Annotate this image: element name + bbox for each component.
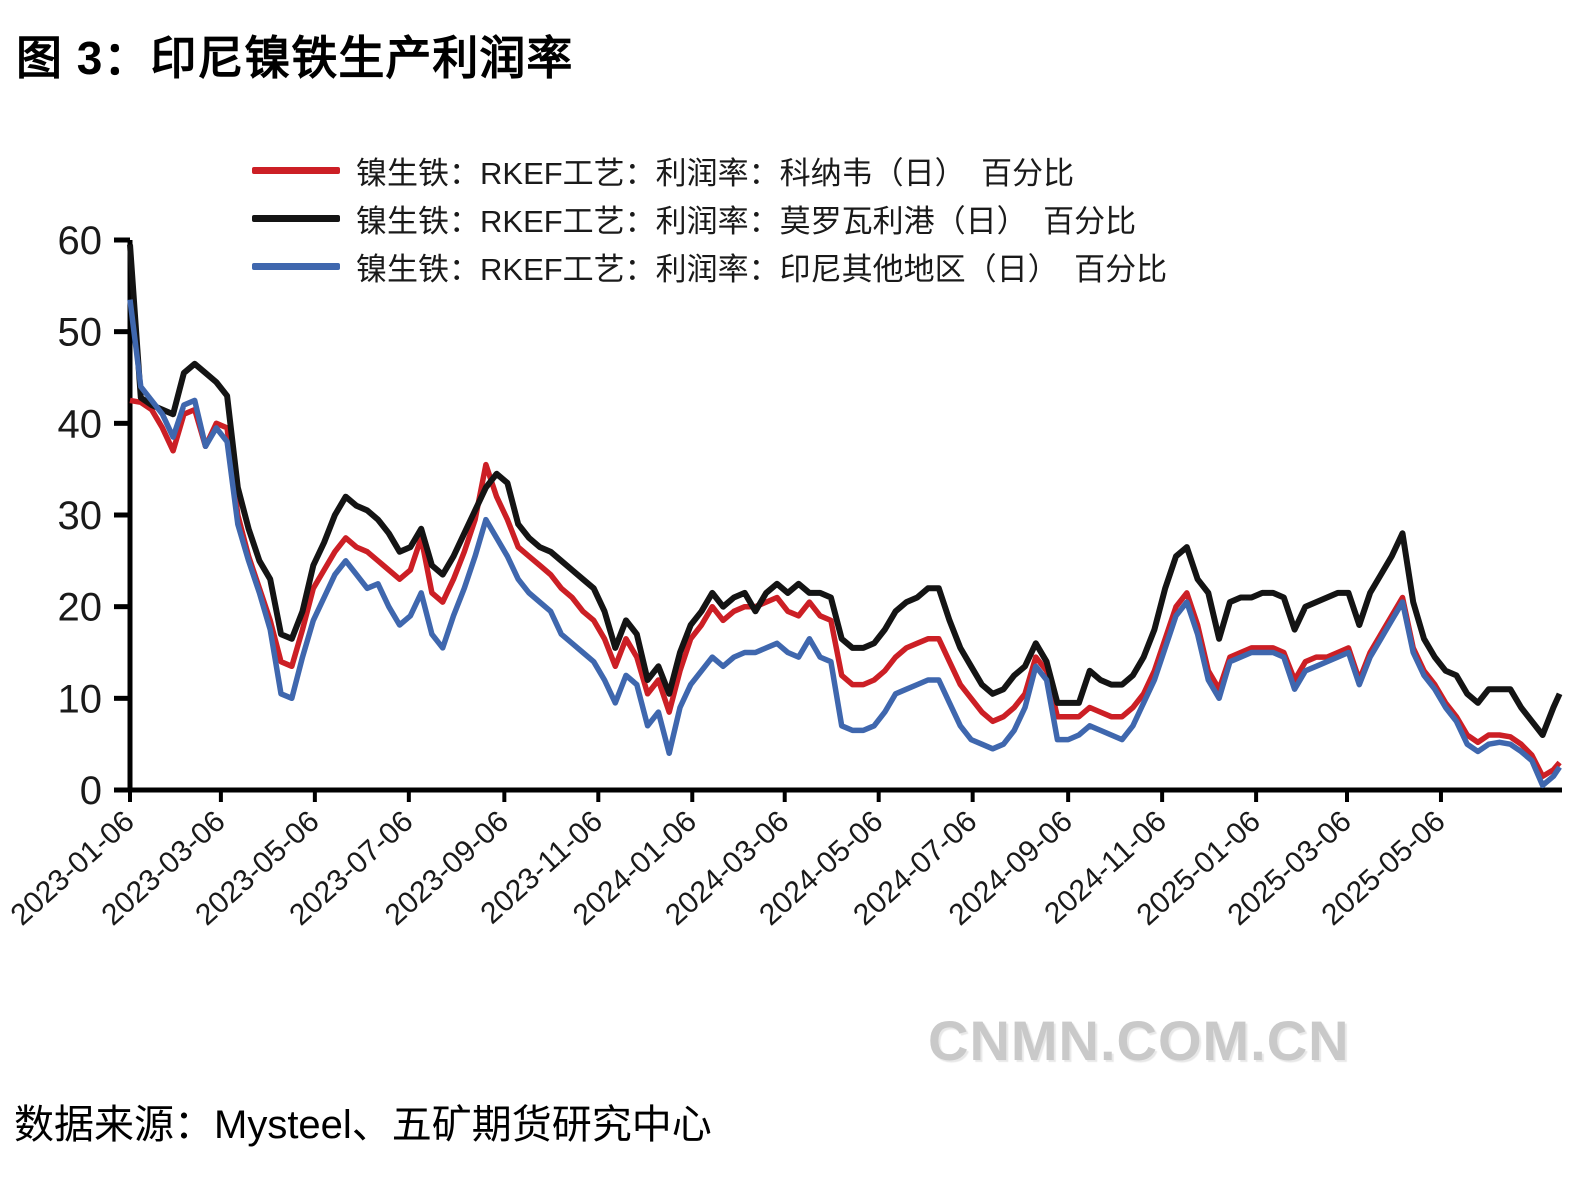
axis-lines — [127, 240, 1562, 793]
series-line-morowali-black — [127, 244, 1563, 738]
y-axis-tick-label: 50 — [58, 311, 103, 355]
series-line-kenawei-red — [129, 397, 1562, 780]
y-axis-tick-label: 0 — [80, 769, 102, 813]
y-axis-tick-label: 60 — [58, 219, 103, 263]
series-line-other-blue — [127, 299, 1562, 789]
watermark: CNMN.COM.CN — [928, 1009, 1350, 1072]
legend-label: 镍生铁：RKEF工艺：利润率：科纳韦（日） 百分比 — [356, 155, 1075, 191]
chart-title: 图 3：印尼镍铁生产利润率 — [16, 32, 574, 84]
legend-line-swatch-blue — [252, 262, 340, 270]
legend-label: 镍生铁：RKEF工艺：利润率：莫罗瓦利港（日） 百分比 — [356, 203, 1137, 239]
legend-item-kenawei: 镍生铁：RKEF工艺：利润率：科纳韦（日） 百分比 — [252, 146, 1167, 194]
legend-item-morowali: 镍生铁：RKEF工艺：利润率：莫罗瓦利港（日） 百分比 — [252, 194, 1167, 242]
y-axis-tick-label: 30 — [58, 494, 103, 538]
legend-line-swatch-red — [252, 166, 340, 174]
legend-line-swatch-black — [252, 214, 340, 222]
legend: 镍生铁：RKEF工艺：利润率：科纳韦（日） 百分比 镍生铁：RKEF工艺：利润率… — [252, 146, 1167, 290]
legend-label: 镍生铁：RKEF工艺：利润率：印尼其他地区（日） 百分比 — [356, 251, 1168, 287]
data-source-note: 数据来源：Mysteel、五矿期货研究中心 — [14, 1103, 712, 1147]
y-axis-tick-label: 20 — [58, 586, 103, 630]
y-axis-tick-label: 10 — [58, 677, 103, 721]
legend-item-other-indonesia: 镍生铁：RKEF工艺：利润率：印尼其他地区（日） 百分比 — [252, 242, 1167, 290]
y-axis-tick-label: 40 — [58, 402, 103, 446]
